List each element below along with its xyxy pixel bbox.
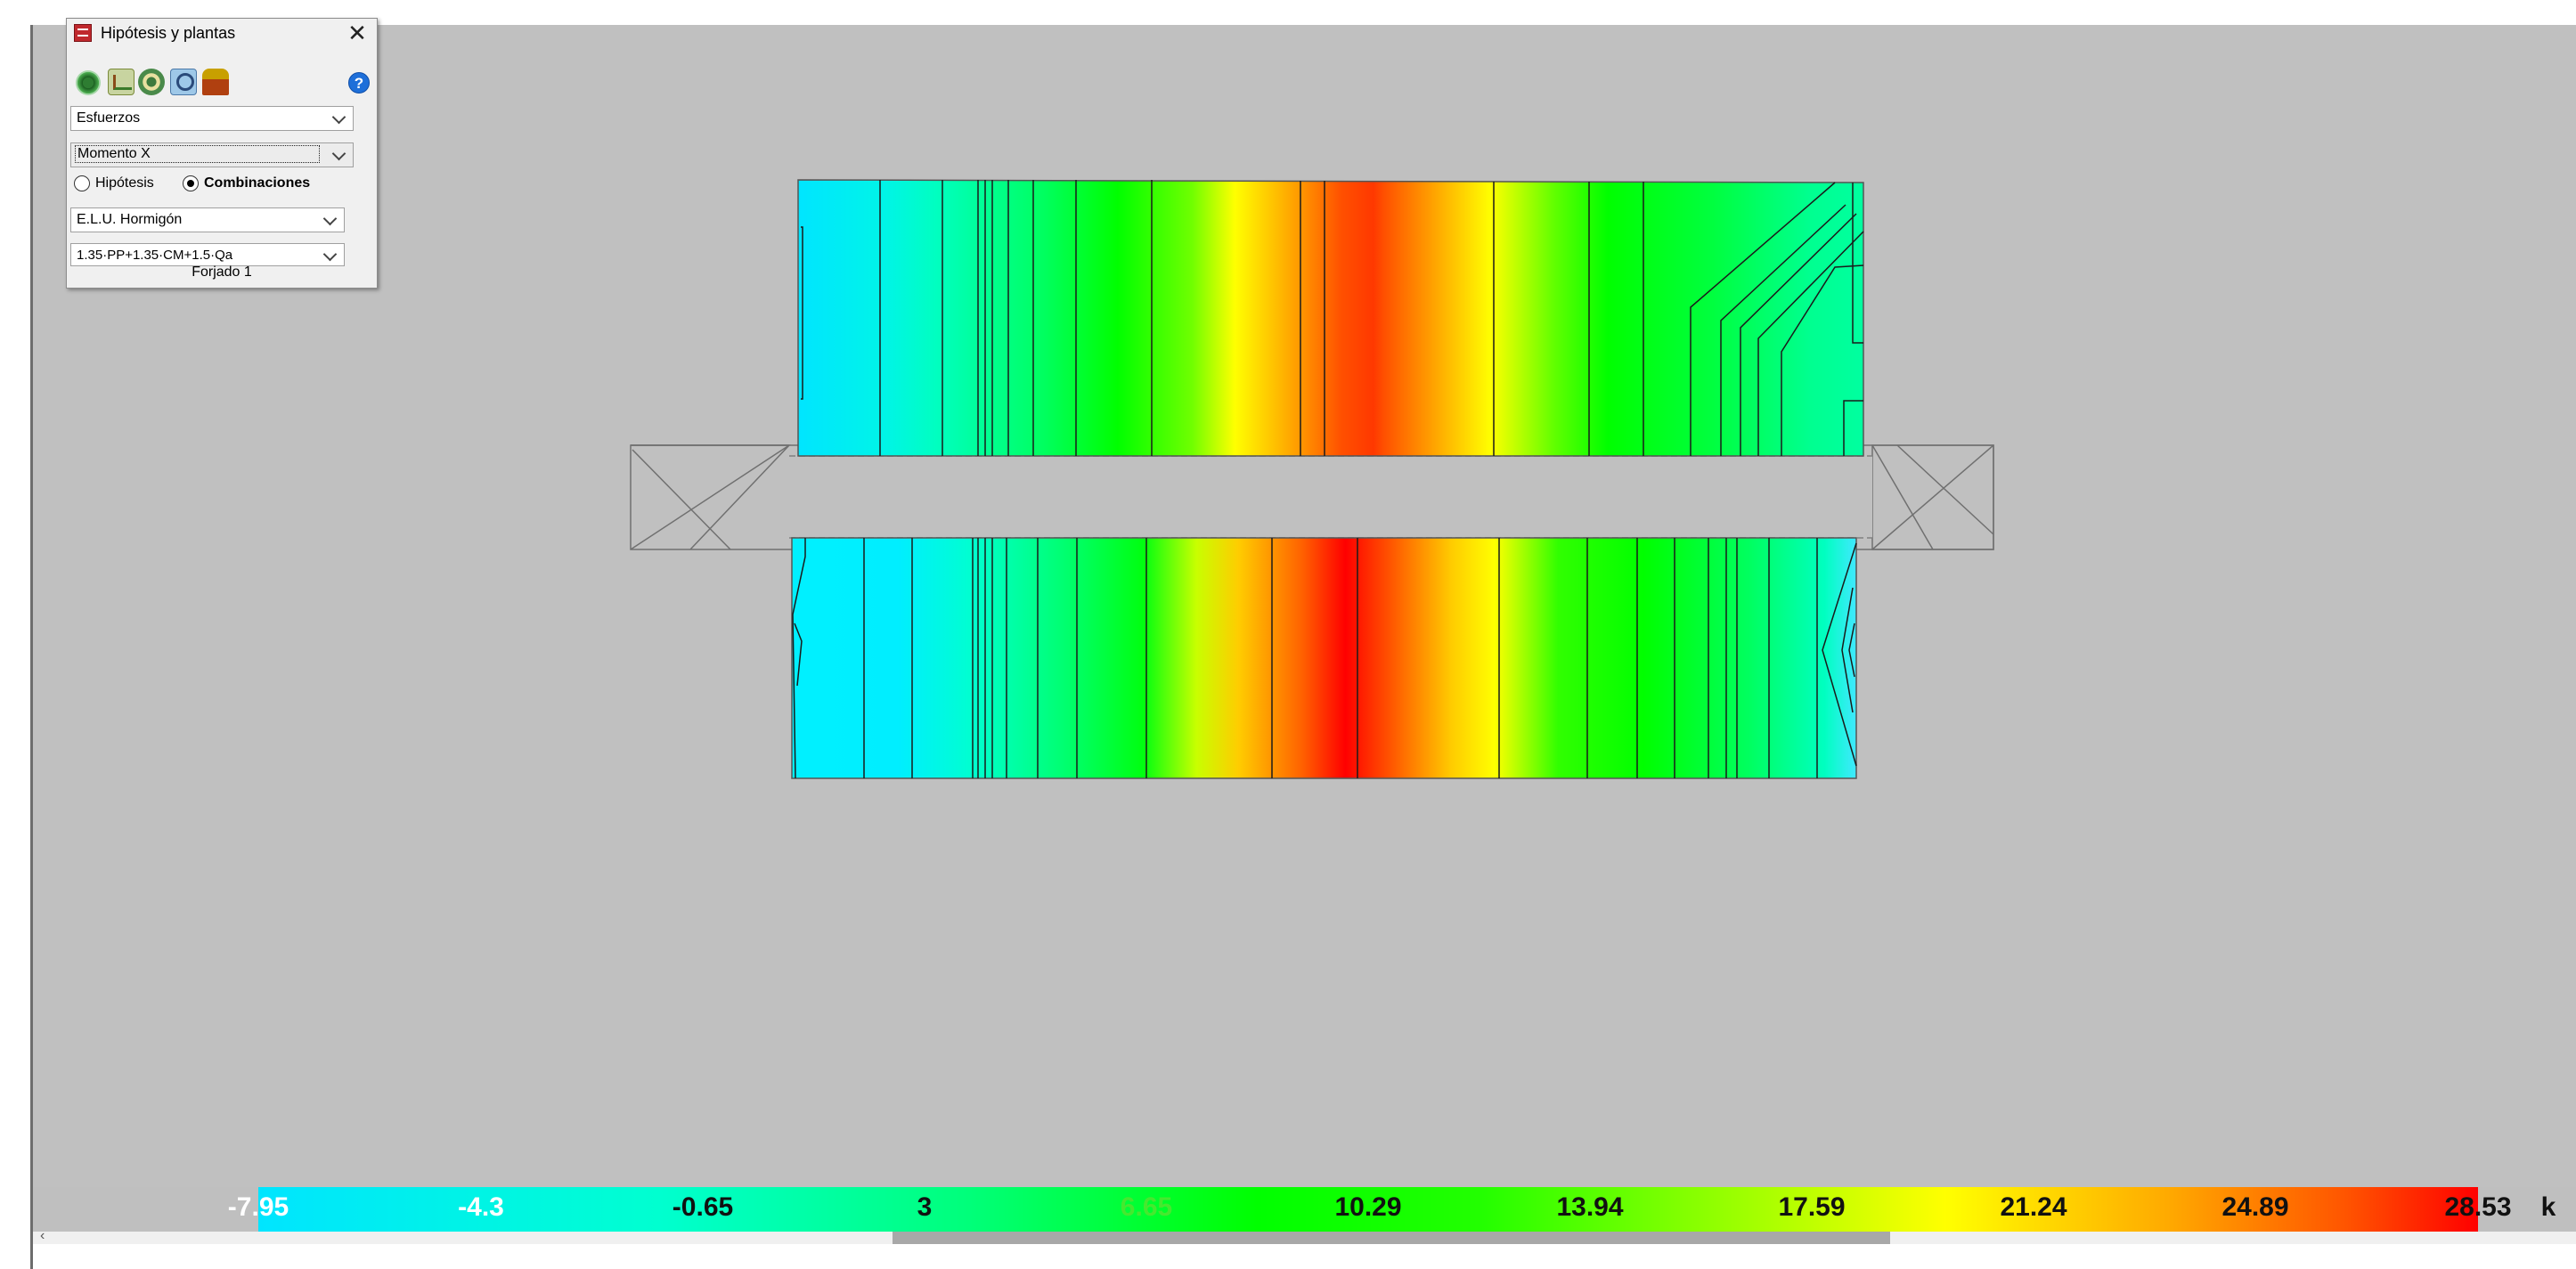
chevron-down-icon — [331, 146, 346, 161]
bottom-slab — [791, 537, 1857, 779]
result-type-value: Esfuerzos — [77, 110, 141, 126]
panel-title: Hipótesis y plantas — [101, 24, 236, 42]
top-slab — [797, 179, 1864, 457]
combinations-radio-label: Combinaciones — [204, 175, 311, 191]
hypothesis-radio[interactable] — [74, 175, 90, 191]
results-icon[interactable] — [76, 70, 101, 95]
combinations-radio[interactable] — [183, 175, 199, 191]
help-icon[interactable]: ? — [348, 72, 370, 94]
component-select[interactable]: Momento X — [70, 142, 354, 167]
floor-plan-icon[interactable] — [108, 69, 135, 95]
left-ruler — [0, 25, 33, 1269]
legend-value: 6.65 — [1120, 1192, 1173, 1222]
legend-unit: k — [2540, 1192, 2556, 1222]
hypothesis-radio-label: Hipótesis — [95, 175, 154, 191]
chevron-down-icon — [322, 247, 338, 262]
building-icon[interactable] — [202, 69, 229, 95]
horizontal-scrollbar[interactable]: ‹ — [33, 1228, 2576, 1244]
scroll-left-icon[interactable]: ‹ — [40, 1228, 45, 1243]
floor-name: Forjado 1 — [192, 264, 252, 280]
legend-value: 10.29 — [1334, 1192, 1402, 1222]
legend-value: 13.94 — [1556, 1192, 1624, 1222]
hypotheses-floors-panel: Hipótesis y plantas ✕ ? Esfuerzos Moment… — [66, 18, 378, 289]
slab-gap — [789, 456, 1872, 538]
legend-value: 24.89 — [2221, 1192, 2289, 1222]
result-type-select[interactable]: Esfuerzos — [70, 106, 354, 131]
legend-value: 21.24 — [2000, 1192, 2067, 1222]
combination-group-value: E.L.U. Hormigón — [77, 212, 183, 227]
combination-value: 1.35·PP+1.35·CM+1.5·Qa — [77, 248, 233, 263]
panel-titlebar[interactable]: Hipótesis y plantas ✕ — [67, 19, 377, 47]
combination-group-select[interactable]: E.L.U. Hormigón — [70, 207, 345, 232]
close-icon[interactable]: ✕ — [347, 20, 367, 46]
legend-value: 28.53 — [2444, 1192, 2512, 1222]
color-scale-gradient — [258, 1187, 2478, 1232]
legend-value: -4.3 — [458, 1192, 504, 1222]
target-icon[interactable] — [138, 69, 165, 95]
chevron-down-icon — [331, 110, 346, 125]
panel-toolbar — [72, 69, 366, 99]
legend-value: -7.95 — [227, 1192, 289, 1222]
color-scale-legend: -7.95 -4.3 -0.65 3 6.65 10.29 13.94 17.5… — [33, 1187, 2576, 1232]
legend-value: 17.59 — [1778, 1192, 1846, 1222]
chevron-down-icon — [322, 211, 338, 226]
component-value: Momento X — [75, 145, 320, 163]
zoom-search-icon[interactable] — [170, 69, 197, 95]
legend-value: 3 — [917, 1192, 933, 1222]
app-icon — [74, 24, 92, 42]
scrollbar-thumb[interactable] — [893, 1232, 1890, 1244]
combination-select[interactable]: 1.35·PP+1.35·CM+1.5·Qa — [70, 243, 345, 266]
legend-value: -0.65 — [672, 1192, 734, 1222]
